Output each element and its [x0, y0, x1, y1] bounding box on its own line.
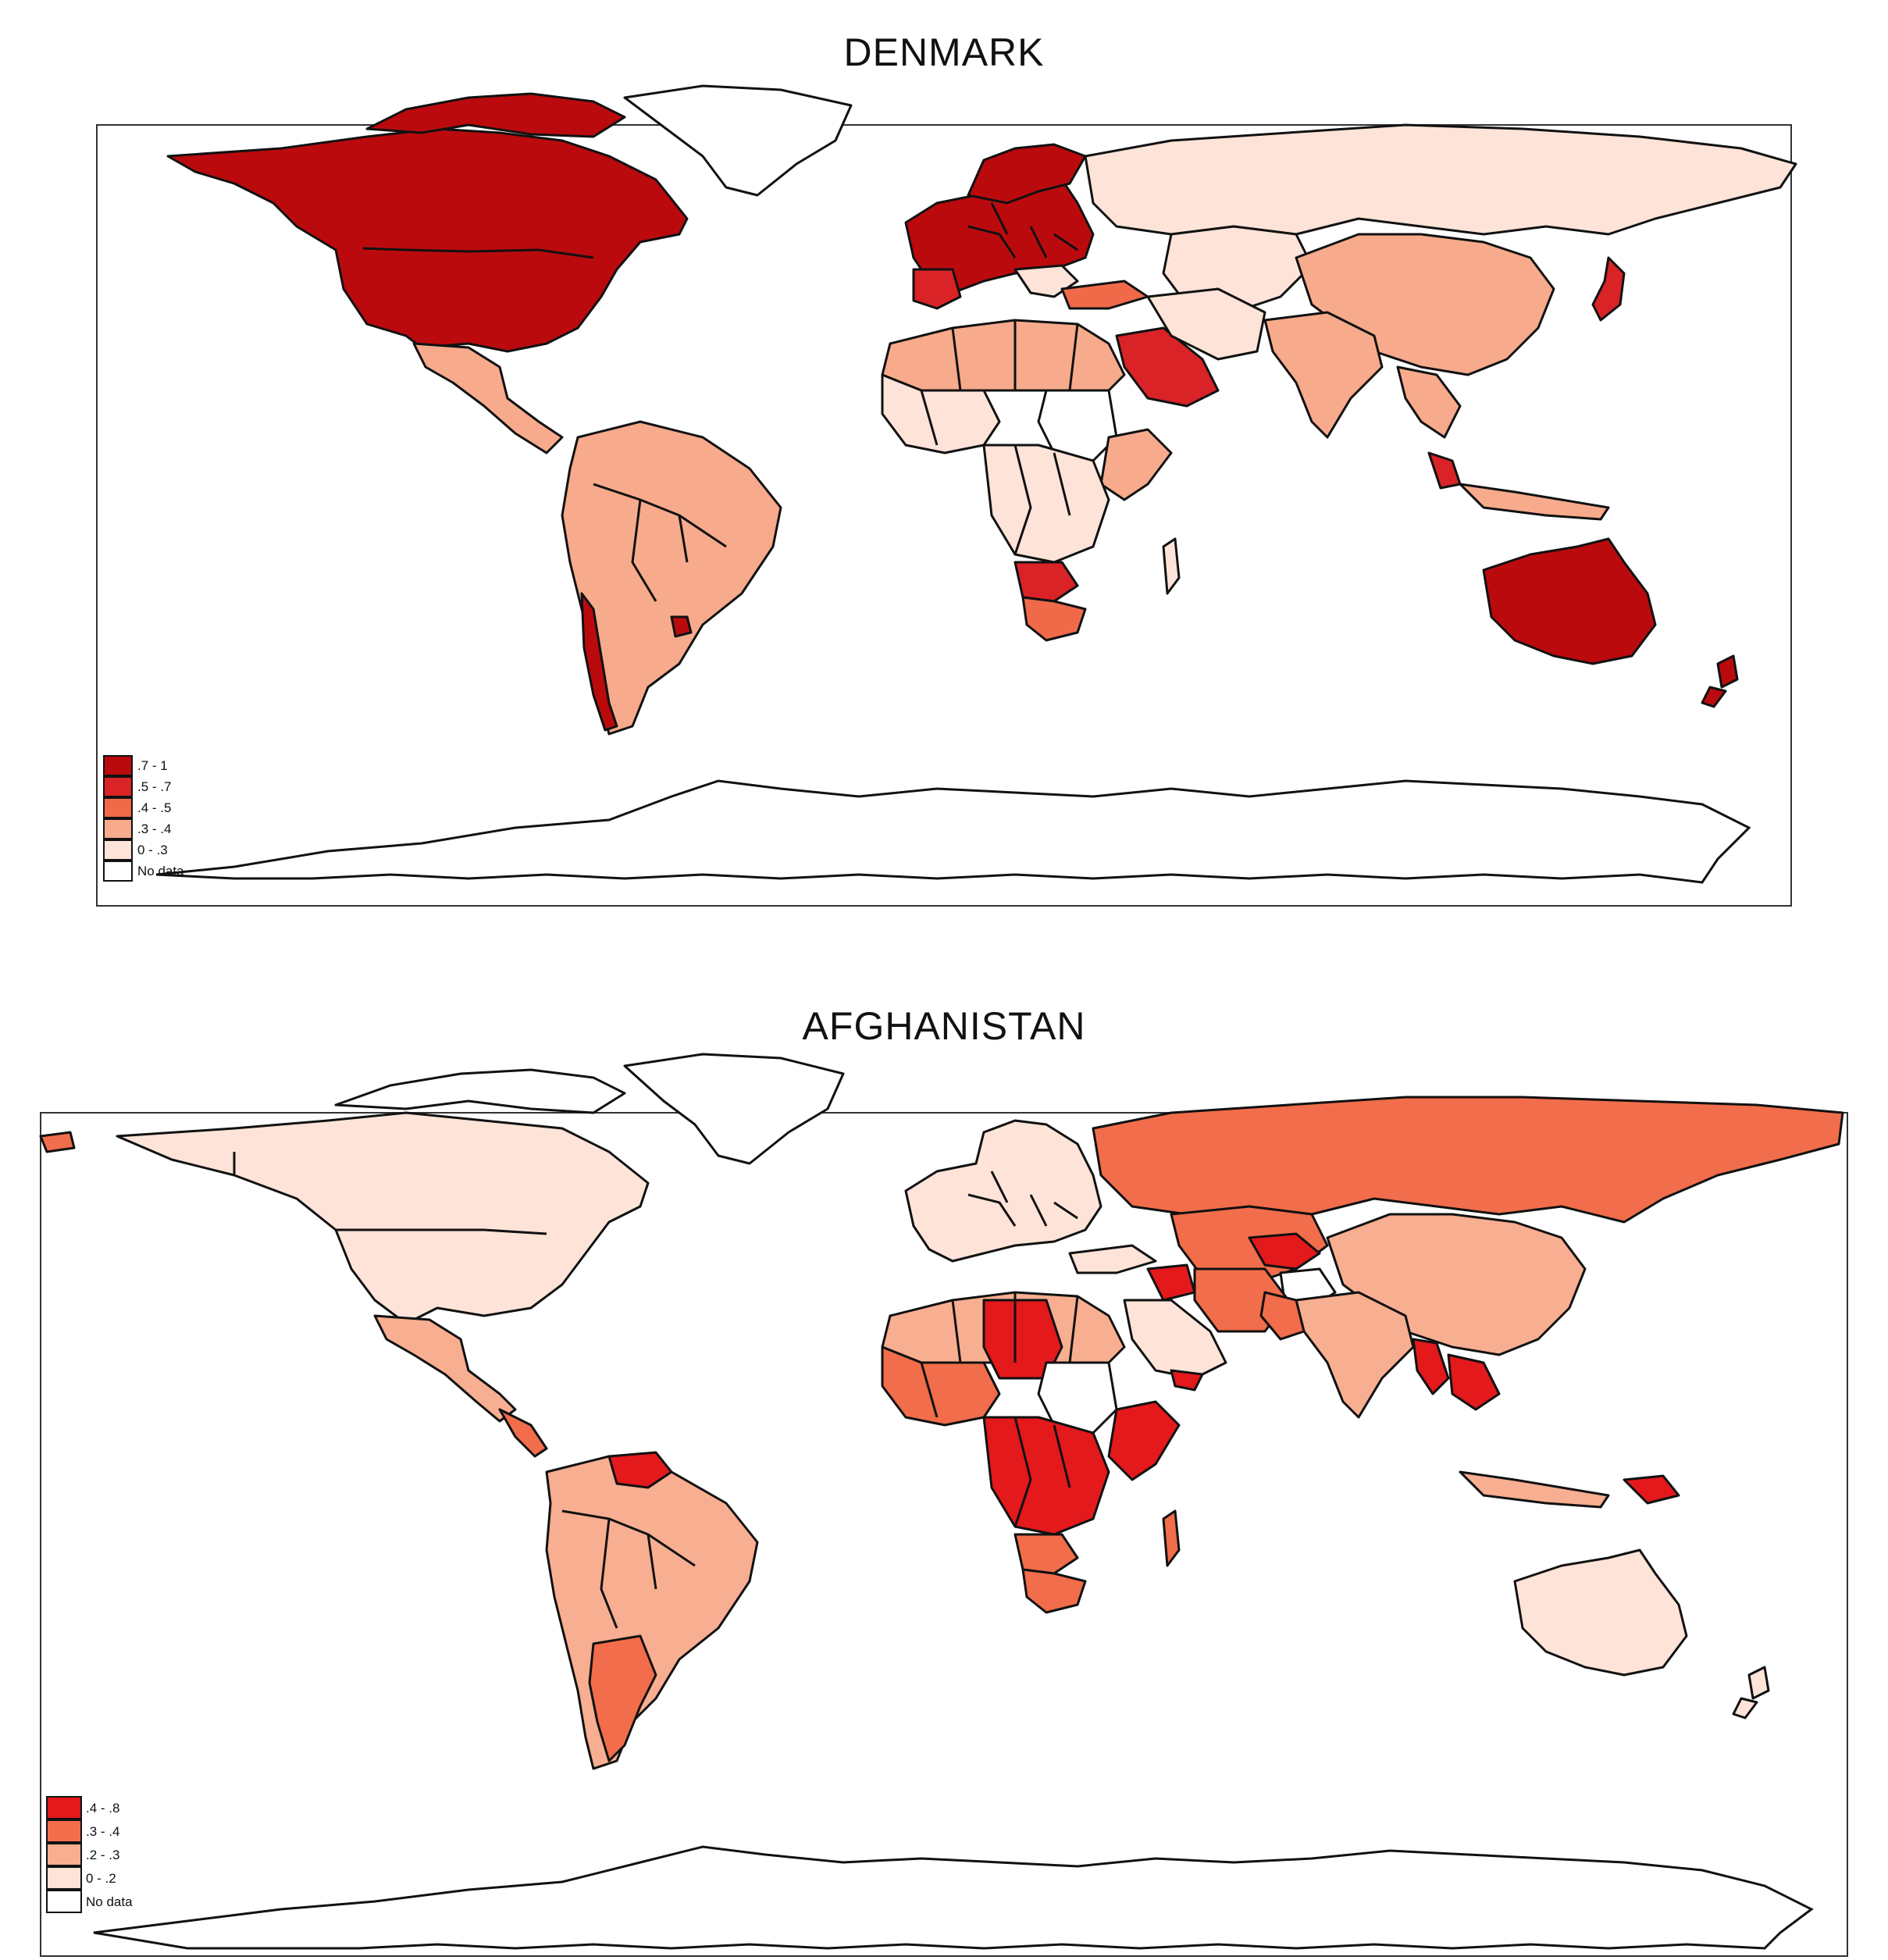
region-africa-borders — [920, 1292, 1079, 1527]
region-myanmar — [1412, 1338, 1450, 1395]
region-saudi — [1123, 1299, 1227, 1380]
map-legend: .7 - 1 .5 - .7 .4 - .5 .3 - .4 0 - .3 No… — [103, 755, 184, 882]
region-turkey — [1068, 1244, 1157, 1274]
region-madagascar — [1162, 537, 1181, 595]
region-central-africa — [982, 1416, 1110, 1536]
region-uzbek-tajik — [1248, 1232, 1321, 1270]
region-mexico — [373, 1314, 517, 1423]
region-north-america — [116, 1111, 650, 1325]
region-arctic-islands — [365, 92, 626, 138]
region-japan — [1591, 256, 1626, 322]
world-map-afghanistan: .4 - .8 .3 - .4 .2 - .3 0 - .2 No data — [39, 1053, 1848, 1957]
region-russia — [1092, 1096, 1844, 1224]
region-south-africa — [1021, 596, 1087, 642]
legend-label: .3 - .4 — [86, 1824, 119, 1839]
map-panel-denmark: DENMARK — [0, 0, 1888, 921]
legend-label: .4 - .5 — [137, 800, 171, 815]
legend-swatch — [103, 797, 133, 818]
region-sa-borders — [561, 1509, 696, 1629]
region-png — [1623, 1474, 1680, 1505]
map-frame — [96, 124, 1792, 907]
region-indochina — [1447, 1353, 1501, 1411]
region-mexico — [412, 342, 564, 454]
region-southern-africa — [1013, 561, 1079, 603]
legend-label: .4 - .8 — [86, 1801, 119, 1816]
map-frame — [40, 1112, 1848, 1957]
region-north-america — [166, 127, 689, 353]
map-panel-afghanistan: AFGHANISTAN — [0, 972, 1888, 1960]
region-central-america — [498, 1408, 548, 1458]
legend-swatch — [103, 776, 133, 797]
legend-label: No data — [86, 1894, 133, 1909]
region-south-america — [545, 1455, 759, 1770]
land-masses — [166, 84, 1797, 736]
region-new-zealand — [1701, 654, 1739, 708]
region-uruguay — [670, 615, 693, 638]
region-south-america — [561, 420, 782, 736]
region-north-africa — [881, 319, 1126, 392]
region-india — [1295, 1291, 1415, 1419]
region-indonesia — [1459, 1470, 1610, 1509]
region-iran-area — [1146, 287, 1266, 361]
region-indonesia — [1459, 483, 1610, 521]
region-greenland — [623, 1053, 845, 1165]
legend-label: .5 - .7 — [137, 779, 171, 794]
legend-swatch — [103, 861, 133, 882]
region-greenland — [623, 84, 853, 197]
legend-swatch — [46, 1843, 82, 1866]
legend-swatch — [103, 818, 133, 839]
region-europe — [904, 1119, 1103, 1263]
region-iraq-syria — [1146, 1263, 1196, 1302]
region-malaysia — [1427, 451, 1462, 490]
map-title: AFGHANISTAN — [802, 1004, 1086, 1048]
region-sa-borders — [593, 483, 727, 602]
region-yemen — [1170, 1369, 1204, 1392]
legend-label: No data — [137, 864, 184, 878]
legend-label: .3 - .4 — [137, 821, 171, 836]
region-south-africa — [1021, 1568, 1087, 1614]
region-alaska-west — [39, 1131, 76, 1153]
legend-swatch — [46, 1796, 82, 1819]
region-argentina — [588, 1634, 657, 1762]
region-canada-border — [362, 247, 594, 259]
legend-label: .2 - .3 — [86, 1848, 119, 1862]
region-eu-borders — [967, 1171, 1078, 1227]
region-arctic-islands — [334, 1068, 626, 1114]
world-map-denmark: .7 - 1 .5 - .7 .4 - .5 .3 - .4 0 - .3 No… — [96, 84, 1797, 907]
legend-label: .7 - 1 — [137, 758, 168, 773]
legend-label: 0 - .2 — [86, 1871, 116, 1886]
region-australia — [1482, 537, 1657, 665]
region-canada-border — [233, 1152, 547, 1235]
legend-swatch — [46, 1819, 82, 1843]
land-masses — [39, 1053, 1844, 1770]
region-eu-borders — [967, 202, 1078, 258]
region-russia — [1084, 123, 1797, 236]
map-legend: .4 - .8 .3 - .4 .2 - .3 0 - .2 No data — [46, 1796, 133, 1913]
legend-swatch — [103, 839, 133, 861]
region-turkey — [1060, 280, 1149, 310]
region-east-africa — [1099, 428, 1173, 501]
region-horn-africa — [1107, 1400, 1181, 1481]
region-new-zealand — [1732, 1666, 1770, 1719]
region-chile — [580, 592, 618, 732]
region-venezuela — [607, 1451, 673, 1489]
region-antarctica — [155, 779, 1751, 884]
legend-swatch — [103, 755, 133, 776]
region-africa-borders — [920, 320, 1079, 555]
region-antarctica — [93, 1845, 1814, 1950]
legend-swatch — [46, 1866, 82, 1890]
region-madagascar — [1162, 1509, 1181, 1567]
region-pakistan — [1259, 1291, 1306, 1341]
legend-label: 0 - .3 — [137, 843, 168, 857]
region-se-asia — [1396, 365, 1462, 439]
region-southern-africa — [1013, 1533, 1079, 1575]
map-title: DENMARK — [843, 30, 1045, 74]
region-central-africa — [982, 444, 1110, 564]
legend-swatch — [46, 1890, 82, 1913]
region-australia — [1513, 1548, 1688, 1677]
region-india — [1263, 311, 1384, 439]
region-iberia — [912, 268, 962, 310]
